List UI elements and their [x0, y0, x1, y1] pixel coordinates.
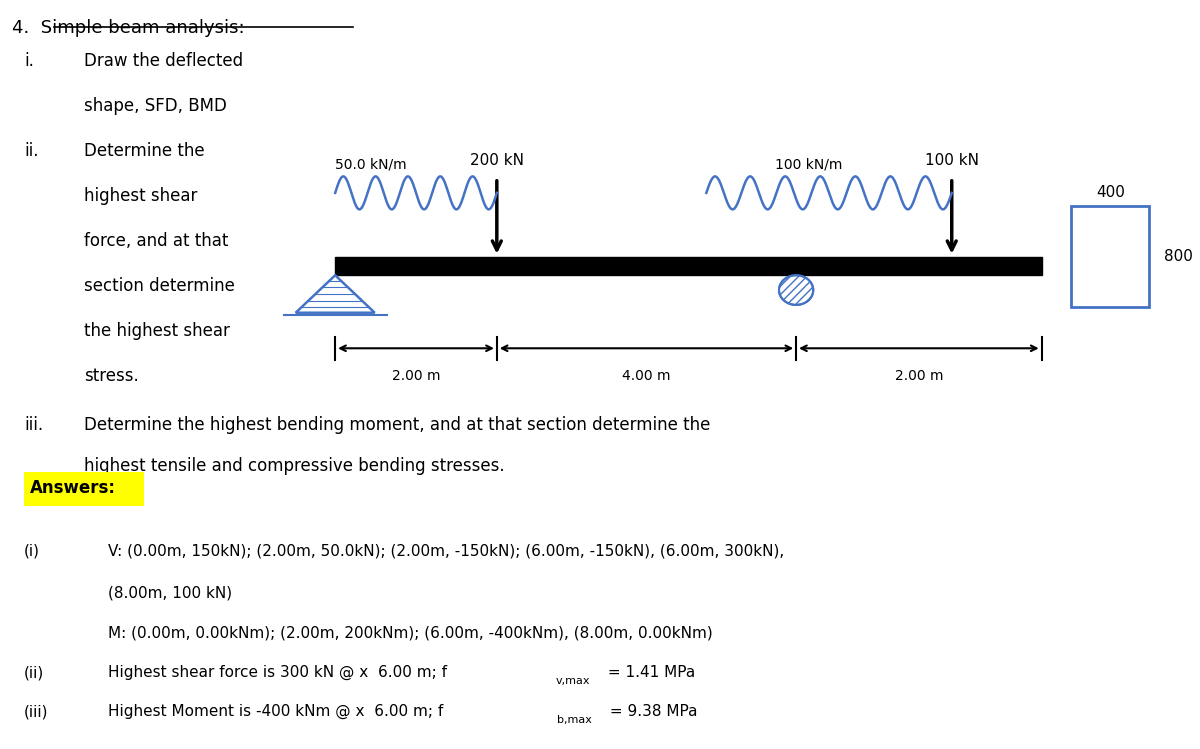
Text: 2.00 m: 2.00 m [391, 369, 440, 383]
Text: force, and at that: force, and at that [84, 232, 228, 250]
Text: Determine the highest bending moment, and at that section determine the: Determine the highest bending moment, an… [84, 416, 710, 434]
Text: stress.: stress. [84, 367, 138, 385]
Text: v,max: v,max [556, 676, 590, 686]
Text: ii.: ii. [24, 142, 38, 160]
Text: Answers:: Answers: [30, 479, 116, 497]
Text: M: (0.00m, 0.00kNm); (2.00m, 200kNm); (6.00m, -400kNm), (8.00m, 0.00kNm): M: (0.00m, 0.00kNm); (2.00m, 200kNm); (6… [108, 625, 713, 640]
Text: b,max: b,max [557, 715, 592, 725]
Text: Highest shear force is 300 kN @ x  6.00 m; f: Highest shear force is 300 kN @ x 6.00 m… [108, 665, 446, 680]
Text: 2.00 m: 2.00 m [894, 369, 943, 383]
Bar [1072, 206, 1150, 307]
Text: = 1.41 MPa: = 1.41 MPa [604, 665, 696, 680]
Text: Determine the: Determine the [84, 142, 204, 160]
Text: (ii): (ii) [24, 665, 44, 680]
Text: the highest shear: the highest shear [84, 322, 229, 340]
Text: 50.0 kN/m: 50.0 kN/m [335, 158, 407, 172]
Text: 100 kN: 100 kN [925, 153, 979, 169]
Text: (8.00m, 100 kN): (8.00m, 100 kN) [108, 586, 232, 601]
Text: shape, SFD, BMD: shape, SFD, BMD [84, 97, 227, 115]
Text: (iii): (iii) [24, 704, 48, 719]
Text: = 9.38 MPa: = 9.38 MPa [605, 704, 697, 719]
Text: 4.00 m: 4.00 m [623, 369, 671, 383]
Text: 100 kN/m: 100 kN/m [775, 158, 842, 172]
Text: 4.  Simple beam analysis:: 4. Simple beam analysis: [12, 19, 245, 37]
Text: (i): (i) [24, 543, 40, 558]
Bar [24, 472, 144, 506]
Text: section determine: section determine [84, 277, 235, 295]
Text: Draw the deflected: Draw the deflected [84, 52, 242, 70]
Polygon shape [295, 275, 374, 313]
Text: Highest Moment is -400 kNm @ x  6.00 m; f: Highest Moment is -400 kNm @ x 6.00 m; f [108, 704, 443, 719]
Text: 400: 400 [1096, 185, 1124, 200]
Bar [335, 256, 1042, 275]
Text: iii.: iii. [24, 416, 43, 434]
Text: 200 kN: 200 kN [470, 153, 524, 169]
Text: highest tensile and compressive bending stresses.: highest tensile and compressive bending … [84, 457, 504, 475]
Text: highest shear: highest shear [84, 187, 197, 205]
Text: V: (0.00m, 150kN); (2.00m, 50.0kN); (2.00m, -150kN); (6.00m, -150kN), (6.00m, 30: V: (0.00m, 150kN); (2.00m, 50.0kN); (2.0… [108, 543, 784, 558]
Ellipse shape [779, 276, 814, 305]
Text: 800: 800 [1164, 249, 1193, 264]
Text: i.: i. [24, 52, 34, 70]
